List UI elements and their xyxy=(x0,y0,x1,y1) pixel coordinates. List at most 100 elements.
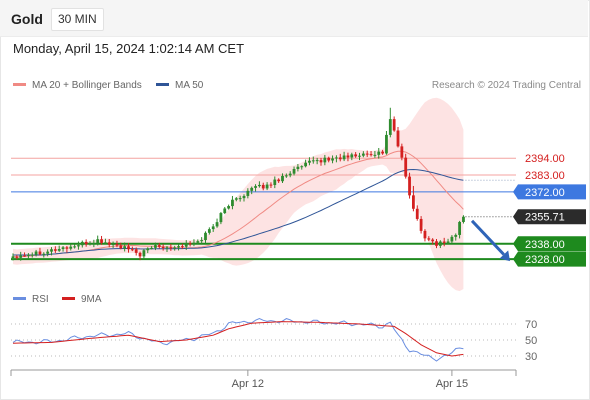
candle-body xyxy=(296,166,300,170)
legend-ma50: MA 50 xyxy=(156,80,203,91)
candle xyxy=(277,178,281,183)
candle-body xyxy=(211,226,215,230)
candle-body xyxy=(442,241,446,243)
candle xyxy=(61,245,65,252)
candle-body xyxy=(400,146,404,158)
candle xyxy=(34,249,38,257)
level-label-text: 2328.00 xyxy=(525,254,565,266)
chart-datetime: Monday, April 15, 2024 1:02:14 AM CET xyxy=(13,41,245,56)
candle xyxy=(354,152,358,158)
candle-body xyxy=(84,241,88,245)
candle-body xyxy=(107,242,111,245)
candle-body xyxy=(385,134,388,154)
candle xyxy=(435,239,438,249)
level-label-support: 2338.00 xyxy=(513,236,586,252)
candle-body xyxy=(15,256,19,258)
candle-body xyxy=(427,238,431,240)
candle-body xyxy=(358,155,361,157)
candle-body xyxy=(134,249,138,253)
candle-body xyxy=(65,247,69,249)
candle xyxy=(204,231,207,244)
candle xyxy=(284,173,288,178)
candle-body xyxy=(100,239,103,243)
candle-body xyxy=(80,241,84,246)
candle xyxy=(427,236,431,242)
candle xyxy=(296,164,300,172)
candle xyxy=(100,235,103,245)
candle xyxy=(404,153,408,179)
candle-body xyxy=(377,151,381,155)
forecast-arrow-head xyxy=(499,250,510,262)
candle xyxy=(107,239,111,248)
candle-body xyxy=(38,251,42,255)
candle-body xyxy=(219,213,223,223)
candle-body xyxy=(46,251,50,254)
candle xyxy=(165,245,169,253)
candle xyxy=(42,252,46,258)
candle xyxy=(23,252,26,257)
candle-body xyxy=(130,249,134,251)
research-credit: Research © 2024 Trading Central xyxy=(431,80,581,91)
level-label-text: 2394.00 xyxy=(525,153,565,165)
candle-body xyxy=(254,186,257,188)
candle xyxy=(69,243,73,251)
candle-body xyxy=(315,160,319,162)
candle-body xyxy=(292,169,296,174)
candle-body xyxy=(238,198,242,200)
candle xyxy=(146,247,150,254)
level-label-text: 2383.00 xyxy=(525,170,565,182)
candle xyxy=(462,215,465,224)
level-label-text: 2338.00 xyxy=(525,239,565,251)
bollinger-band-area xyxy=(13,97,464,292)
x-tick-label: Apr 12 xyxy=(232,378,264,390)
rsi-swatch-icon xyxy=(13,296,26,300)
candle xyxy=(458,220,461,239)
timeframe-button[interactable]: 30 MIN xyxy=(51,8,104,31)
candle xyxy=(177,244,180,251)
candle-body xyxy=(123,246,127,249)
candle xyxy=(161,244,165,251)
candle xyxy=(227,204,230,210)
candle xyxy=(219,211,223,225)
level-label-last: 2355.71 xyxy=(513,209,586,225)
candle-body xyxy=(115,244,119,246)
candle-body xyxy=(53,249,57,251)
candle-body xyxy=(273,179,277,186)
candle-body xyxy=(338,157,342,160)
candle-body xyxy=(138,252,142,257)
candle-body xyxy=(204,232,207,241)
candle xyxy=(342,151,346,162)
candle xyxy=(350,152,354,161)
candle xyxy=(65,246,69,253)
candle-body xyxy=(354,154,358,157)
candle xyxy=(188,241,192,247)
candle xyxy=(173,245,177,251)
candle-body xyxy=(277,179,281,182)
candle-body xyxy=(335,157,338,159)
candle-body xyxy=(381,151,384,154)
candle xyxy=(292,166,296,176)
ma20-swatch-icon xyxy=(13,82,26,86)
legend-ma20: MA 20 + Bollinger Bands xyxy=(13,80,142,91)
candle xyxy=(150,246,153,250)
candle-body xyxy=(177,246,180,248)
candle xyxy=(373,150,377,158)
candle xyxy=(273,176,277,189)
x-tick-label: Apr 15 xyxy=(436,378,468,390)
candle-body xyxy=(227,206,230,209)
candle-body xyxy=(234,198,238,200)
candle-body xyxy=(34,251,38,255)
candle-body xyxy=(454,234,458,237)
candle xyxy=(238,195,242,202)
candle xyxy=(77,241,80,250)
level-label-resistance: 2394.00 xyxy=(525,153,565,165)
candle xyxy=(412,185,415,212)
candle xyxy=(438,240,442,249)
candle xyxy=(211,223,215,232)
candle-body xyxy=(450,236,454,242)
candle-body xyxy=(154,245,157,248)
level-label-text: 2372.00 xyxy=(525,187,565,199)
candle xyxy=(80,240,84,248)
candle-body xyxy=(196,241,200,243)
